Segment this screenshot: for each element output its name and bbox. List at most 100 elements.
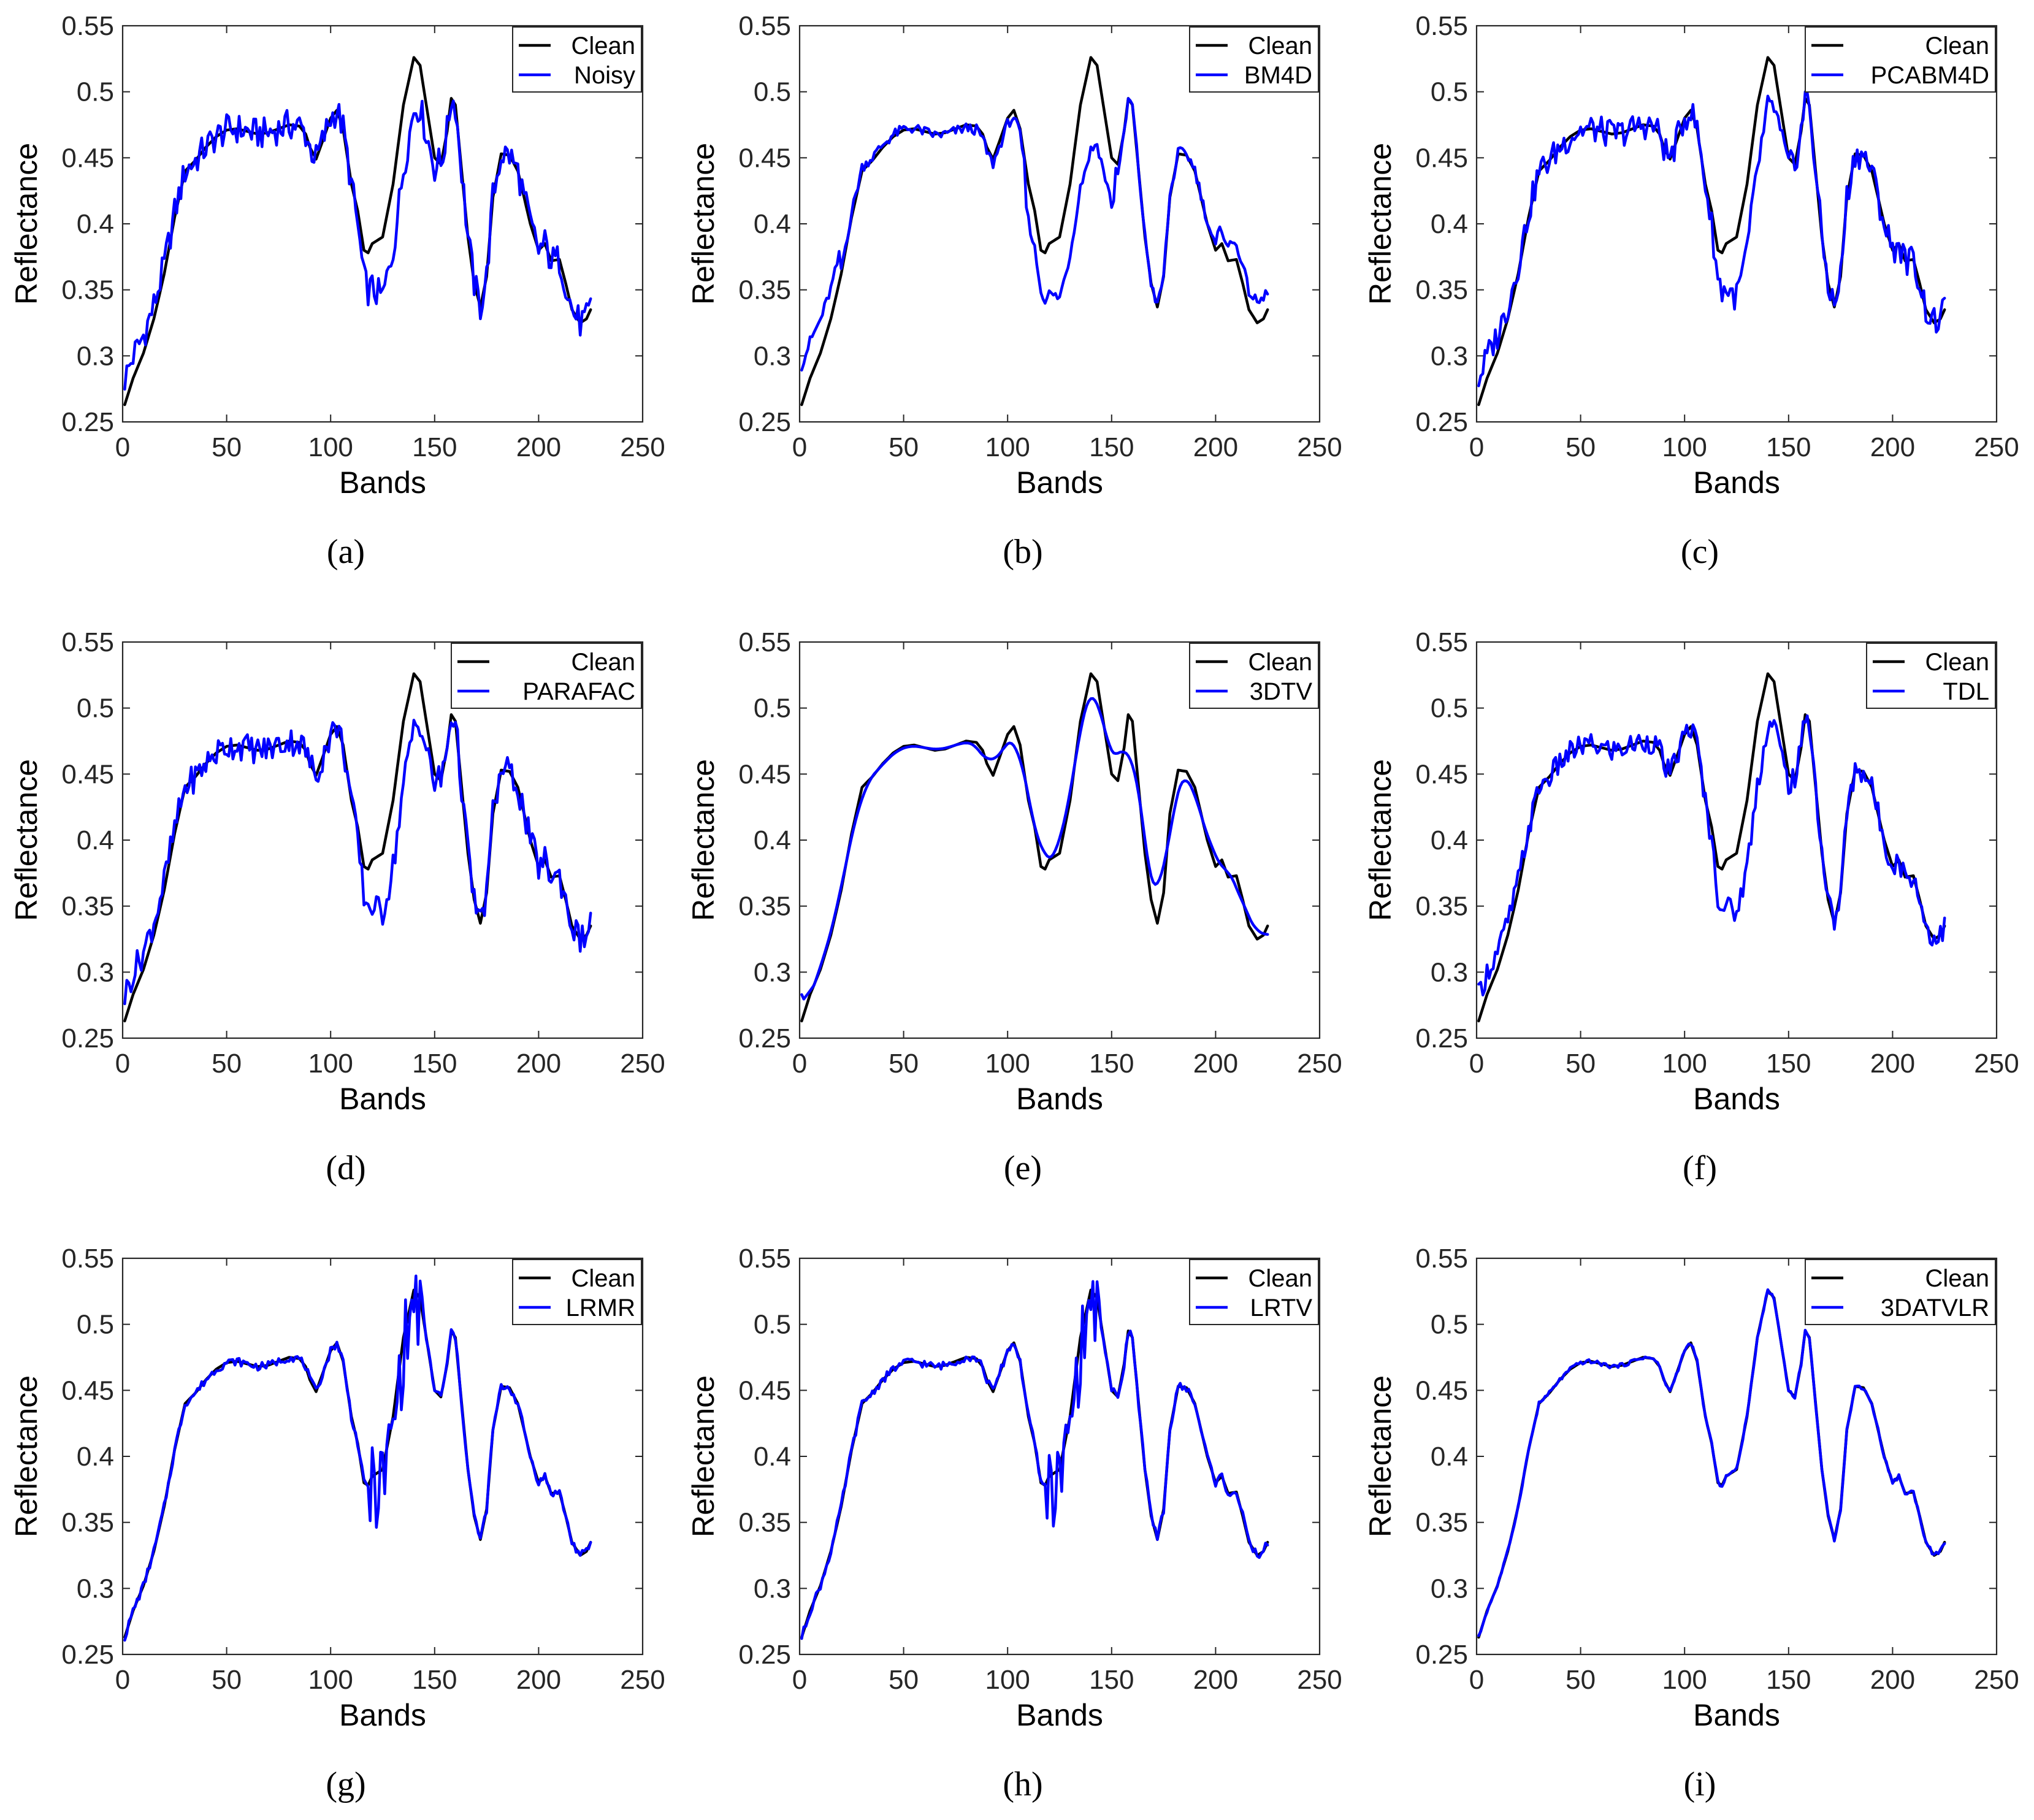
y-tick-label: 0.5 xyxy=(77,1310,114,1340)
legend-box xyxy=(1189,1259,1319,1325)
x-tick-label: 250 xyxy=(620,1049,665,1079)
y-tick-label: 0.25 xyxy=(61,1023,114,1053)
x-tick-label: 250 xyxy=(620,432,665,462)
x-tick-label: 150 xyxy=(412,1049,457,1079)
y-tick-label: 0.3 xyxy=(77,1573,114,1604)
y-tick-label: 0.45 xyxy=(738,759,791,789)
x-tick-label: 150 xyxy=(1089,1665,1134,1695)
legend-box xyxy=(512,26,642,93)
x-tick-label: 0 xyxy=(1469,432,1484,462)
y-axis-label: Reflectance xyxy=(1363,143,1397,305)
x-tick-label: 150 xyxy=(1766,1049,1811,1079)
y-tick-label: 0.45 xyxy=(738,1375,791,1405)
x-tick-label: 150 xyxy=(412,432,457,462)
panel-caption: (b) xyxy=(1003,533,1042,571)
series-lrmr-line xyxy=(123,1274,592,1642)
legend-box xyxy=(1805,26,1996,93)
legend-method-label: BM4D xyxy=(1244,62,1312,89)
panel-caption: (i) xyxy=(1684,1765,1716,1803)
x-tick-label: 250 xyxy=(620,1665,665,1695)
series-clean-line xyxy=(123,1288,592,1639)
x-tick-label: 150 xyxy=(1766,1665,1811,1695)
panel-caption: (c) xyxy=(1681,533,1719,571)
series-clean-line xyxy=(800,672,1269,1023)
x-tick-label: 250 xyxy=(1974,432,2019,462)
x-axis-label: Bands xyxy=(1016,1082,1103,1116)
x-tick-label: 100 xyxy=(308,1665,353,1695)
y-axis-label: Reflectance xyxy=(686,759,721,921)
legend-method-label: PARAFAC xyxy=(522,678,635,705)
x-tick-label: 50 xyxy=(212,432,242,462)
x-tick-label: 0 xyxy=(792,1049,807,1079)
x-tick-label: 0 xyxy=(792,432,807,462)
y-tick-label: 0.55 xyxy=(1415,11,1468,41)
legend-clean-label: Clean xyxy=(1248,1265,1312,1292)
legend-clean-label: Clean xyxy=(571,32,635,59)
y-tick-label: 0.5 xyxy=(754,77,791,107)
y-tick-label: 0.3 xyxy=(1431,957,1468,987)
x-tick-label: 50 xyxy=(1566,1049,1596,1079)
x-tick-label: 250 xyxy=(1297,1665,1342,1695)
legend-box xyxy=(512,1259,642,1325)
y-tick-label: 0.55 xyxy=(61,1244,114,1274)
y-tick-label: 0.35 xyxy=(61,1508,114,1538)
y-tick-label: 0.55 xyxy=(1415,1244,1468,1274)
chart-panel-h: 0 50 100 150 200 250 0.25 0.3 0.35 0.4 0.45 0.5 0.55… xyxy=(686,1244,1342,1803)
x-tick-label: 100 xyxy=(985,1049,1030,1079)
y-tick-label: 0.35 xyxy=(738,892,791,922)
x-tick-label: 250 xyxy=(1974,1049,2019,1079)
y-tick-label: 0.55 xyxy=(738,1244,791,1274)
x-axis-label: Bands xyxy=(1693,1082,1780,1116)
legend-clean-label: Clean xyxy=(1925,649,1989,676)
x-tick-label: 100 xyxy=(1662,1049,1707,1079)
legend-box xyxy=(1866,643,1996,709)
x-tick-label: 100 xyxy=(308,432,353,462)
chart-panel-d: 0 50 100 150 200 250 0.25 0.3 0.35 0.4 0.45 0.5 0.55… xyxy=(9,627,665,1187)
x-tick-label: 200 xyxy=(516,432,561,462)
x-tick-label: 100 xyxy=(985,1665,1030,1695)
x-tick-label: 200 xyxy=(1870,1665,1915,1695)
x-tick-label: 250 xyxy=(1297,432,1342,462)
y-tick-label: 0.5 xyxy=(1431,1310,1468,1340)
series-parafac-line xyxy=(123,719,592,1006)
y-tick-label: 0.4 xyxy=(1431,209,1468,239)
x-axis-label: Bands xyxy=(339,1698,426,1732)
x-tick-label: 50 xyxy=(889,432,919,462)
x-axis-label: Bands xyxy=(339,1082,426,1116)
y-tick-label: 0.35 xyxy=(1415,1508,1468,1538)
x-tick-label: 0 xyxy=(1469,1049,1484,1079)
y-tick-label: 0.5 xyxy=(754,1310,791,1340)
y-tick-label: 0.35 xyxy=(61,275,114,305)
legend-method-label: Noisy xyxy=(574,62,635,89)
y-tick-label: 0.25 xyxy=(61,1640,114,1670)
x-tick-label: 150 xyxy=(1089,1049,1134,1079)
x-axis-label: Bands xyxy=(1016,465,1103,500)
x-axis-label: Bands xyxy=(1016,1698,1103,1732)
legend-method-label: 3DATVLR xyxy=(1881,1294,1989,1321)
x-tick-label: 250 xyxy=(1974,1665,2019,1695)
y-tick-label: 0.45 xyxy=(1415,143,1468,173)
y-tick-label: 0.45 xyxy=(1415,1375,1468,1405)
y-tick-label: 0.4 xyxy=(1431,1442,1468,1472)
y-axis-label: Reflectance xyxy=(9,1375,44,1537)
series-clean-line xyxy=(1477,672,1946,1023)
x-tick-label: 200 xyxy=(1193,432,1238,462)
y-tick-label: 0.3 xyxy=(754,957,791,987)
x-tick-label: 50 xyxy=(212,1665,242,1695)
legend-clean-label: Clean xyxy=(1925,1265,1989,1292)
y-tick-label: 0.55 xyxy=(61,627,114,657)
legend-clean-label: Clean xyxy=(1925,32,1989,59)
x-tick-label: 150 xyxy=(1089,432,1134,462)
y-tick-label: 0.4 xyxy=(77,209,114,239)
x-tick-label: 100 xyxy=(985,432,1030,462)
y-tick-label: 0.35 xyxy=(1415,275,1468,305)
x-axis-label: Bands xyxy=(339,465,426,500)
series-noisy-line xyxy=(123,99,592,391)
y-tick-label: 0.4 xyxy=(1431,825,1468,855)
legend-clean-label: Clean xyxy=(1248,649,1312,676)
series-clean-line xyxy=(800,1288,1269,1639)
legend-method-label: 3DTV xyxy=(1250,678,1313,705)
y-tick-label: 0.25 xyxy=(738,407,791,437)
y-tick-label: 0.4 xyxy=(754,825,791,855)
